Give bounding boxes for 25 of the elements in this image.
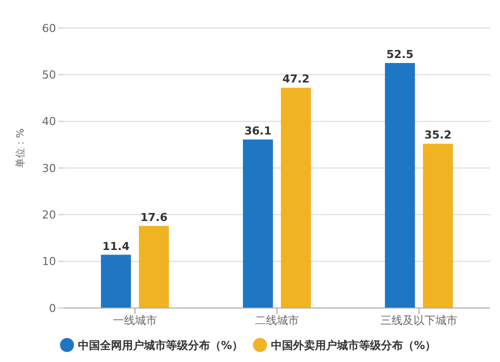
y-tick-label: 50 — [42, 68, 56, 82]
data-label: 47.2 — [282, 72, 310, 86]
bar — [138, 226, 169, 308]
data-label: 36.1 — [244, 124, 272, 138]
x-tick-label: 二线城市 — [255, 314, 299, 327]
x-tick-label: 三线及以下城市 — [380, 314, 458, 327]
legend-label: 中国外卖用户城市等级分布（%） — [271, 339, 436, 352]
y-tick-label: 40 — [42, 115, 56, 128]
data-label: 52.5 — [386, 48, 414, 61]
data-label: 11.4 — [102, 240, 130, 253]
y-tick-label: 20 — [42, 208, 56, 222]
legend-label: 中国全网用户城市等级分布（%） — [78, 339, 243, 352]
y-tick-label: 60 — [42, 22, 56, 35]
data-label: 35.2 — [424, 128, 452, 142]
data-label: 17.6 — [140, 210, 168, 224]
bar — [422, 144, 453, 308]
y-tick-label: 10 — [42, 255, 56, 268]
x-tick-label: 一线城市 — [113, 314, 157, 327]
bar — [100, 254, 131, 308]
bar — [242, 140, 273, 308]
bar — [280, 88, 311, 308]
bar — [384, 63, 415, 308]
y-tick-label: 30 — [42, 162, 56, 175]
y-axis-title: 单位：% — [14, 128, 27, 168]
y-tick-label: 0 — [49, 302, 56, 315]
